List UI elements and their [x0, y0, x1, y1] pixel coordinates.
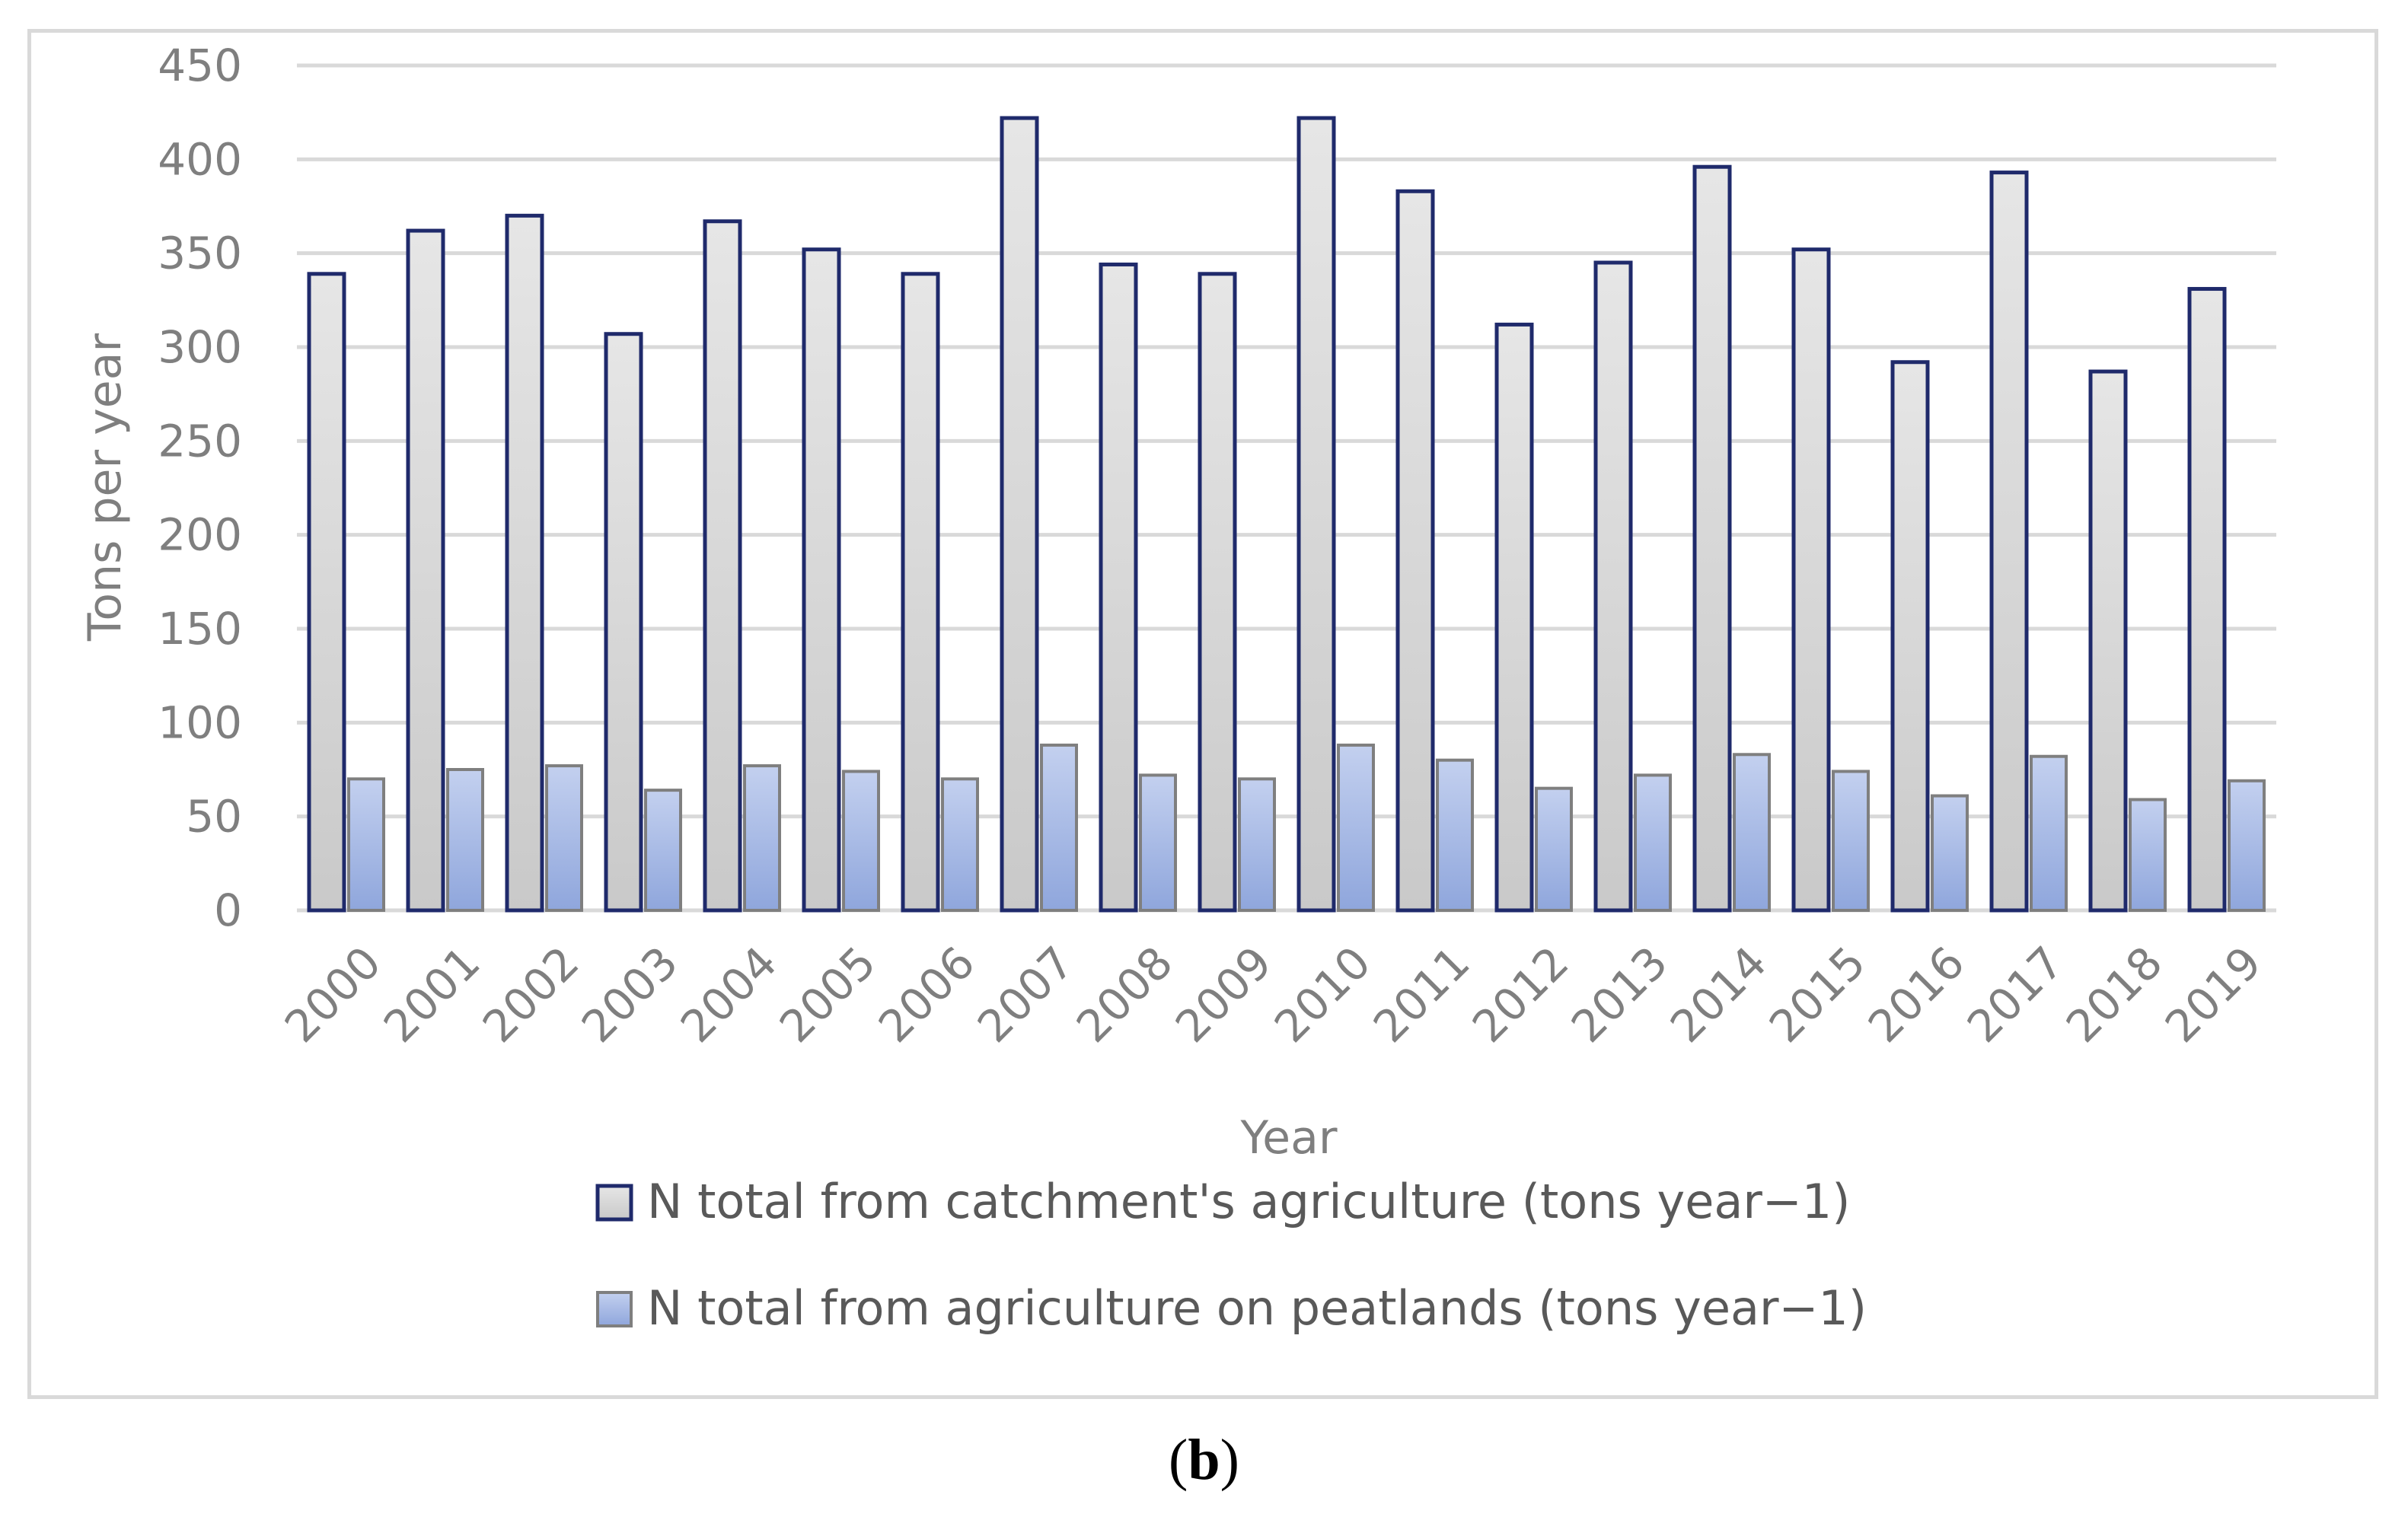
y-tick-label: 400: [158, 133, 242, 185]
x-tick-label-2016: 2016: [1858, 936, 1974, 1052]
x-tick-label-2018: 2018: [2056, 936, 2172, 1052]
panel-label-letter: b: [1188, 1428, 1220, 1492]
legend-swatch-peatlands: [596, 1291, 633, 1327]
x-tick-label-2012: 2012: [1462, 936, 1578, 1052]
bar-catchment-2014: [1692, 164, 1732, 913]
y-tick-label: 200: [158, 509, 242, 561]
y-tick-label: 150: [158, 603, 242, 655]
legend-label-catchment: N total from catchment's agriculture (to…: [647, 1174, 1850, 1229]
x-tick-label-2010: 2010: [1265, 936, 1380, 1052]
y-tick-label: 300: [158, 321, 242, 373]
bar-peatlands-2017: [2030, 754, 2068, 912]
bar-catchment-2004: [703, 219, 742, 913]
bar-catchment-2001: [406, 228, 445, 913]
y-tick-label: 350: [158, 228, 242, 279]
bar-peatlands-2001: [446, 768, 484, 912]
y-axis-title: Tons per year: [78, 333, 132, 642]
bar-catchment-2000: [307, 272, 346, 913]
bar-peatlands-2000: [347, 777, 385, 912]
bar-peatlands-2009: [1238, 777, 1276, 912]
bar-catchment-2010: [1296, 116, 1336, 913]
bar-catchment-2007: [1000, 116, 1039, 913]
y-tick-label: 0: [214, 884, 242, 936]
x-axis-ticks: 2000200120022003200420052006200720082009…: [275, 936, 2271, 1052]
y-tick-label: 450: [158, 40, 242, 91]
bar-peatlands-2002: [545, 764, 583, 912]
x-tick-label-2013: 2013: [1561, 936, 1677, 1052]
x-tick-label-2009: 2009: [1166, 936, 1281, 1052]
x-tick-label-2006: 2006: [869, 936, 984, 1052]
bar-peatlands-2003: [644, 789, 682, 912]
bar-catchment-2005: [802, 247, 841, 913]
x-tick-label-2000: 2000: [275, 936, 391, 1052]
bar-peatlands-2015: [1832, 770, 1870, 913]
x-tick-label-2001: 2001: [374, 936, 490, 1052]
bar-peatlands-2008: [1139, 773, 1177, 913]
bar-peatlands-2010: [1337, 743, 1375, 913]
bar-peatlands-2012: [1535, 786, 1573, 912]
y-tick-label: 50: [186, 791, 242, 843]
bar-catchment-2013: [1593, 260, 1633, 913]
bar-catchment-2009: [1198, 272, 1237, 913]
legend: N total from catchment's agriculture (to…: [595, 1174, 1867, 1336]
x-tick-label-2002: 2002: [473, 936, 588, 1052]
legend-label-peatlands: N total from agriculture on peatlands (t…: [647, 1280, 1867, 1336]
y-tick-label: 100: [158, 696, 242, 748]
bar-catchment-2019: [2187, 287, 2227, 913]
bar-catchment-2008: [1099, 262, 1138, 913]
x-tick-label-2011: 2011: [1363, 936, 1479, 1052]
bar-peatlands-2016: [1931, 794, 1969, 912]
bar-catchment-2011: [1395, 189, 1435, 913]
bar-peatlands-2014: [1733, 753, 1771, 912]
x-axis-title: Year: [1239, 1111, 1337, 1165]
x-tick-label-2004: 2004: [671, 936, 786, 1052]
x-tick-label-2014: 2014: [1660, 936, 1776, 1052]
y-axis-ticks: 0 50 100 150 200 250 300 350 400 450: [158, 40, 242, 936]
y-tick-label: 250: [158, 415, 242, 467]
bar-catchment-2016: [1890, 360, 1930, 913]
legend-swatch-catchment: [595, 1184, 633, 1222]
bar-peatlands-2018: [2129, 798, 2167, 913]
x-tick-label-2003: 2003: [572, 936, 687, 1052]
x-tick-label-2007: 2007: [968, 936, 1083, 1052]
gridlines: [297, 63, 2276, 913]
bar-peatlands-2005: [842, 770, 880, 913]
x-tick-label-2005: 2005: [770, 936, 885, 1052]
bar-peatlands-2011: [1436, 758, 1474, 913]
bar-peatlands-2006: [941, 777, 979, 912]
x-tick-label-2015: 2015: [1759, 936, 1875, 1052]
bar-catchment-2018: [2088, 369, 2128, 913]
bar-peatlands-2007: [1040, 743, 1078, 913]
x-tick-label-2017: 2017: [1957, 936, 2073, 1052]
bar-catchment-2002: [505, 213, 544, 913]
bar-catchment-2006: [901, 272, 940, 913]
bar-catchment-2003: [604, 332, 643, 913]
bar-peatlands-2013: [1634, 773, 1672, 913]
bar-catchment-2012: [1494, 322, 1534, 913]
x-tick-label-2019: 2019: [2155, 936, 2271, 1052]
bar-catchment-2017: [1989, 171, 2029, 913]
bar-peatlands-2019: [2228, 779, 2266, 913]
bar-peatlands-2004: [743, 764, 781, 912]
x-tick-label-2008: 2008: [1067, 936, 1182, 1052]
bars: [307, 116, 2266, 913]
bar-catchment-2015: [1791, 247, 1831, 913]
panel-label: (b): [1169, 1428, 1239, 1492]
